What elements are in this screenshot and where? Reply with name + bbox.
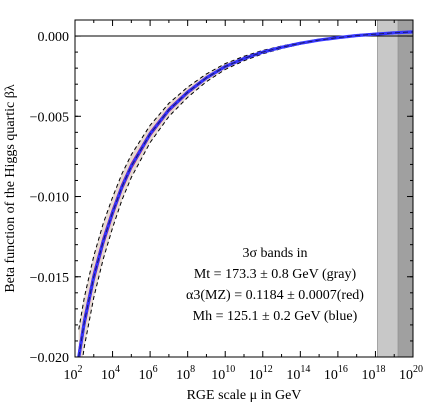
x-tick-label: 1018: [361, 364, 385, 383]
x-tick-base: 10: [286, 368, 300, 383]
x-tick-exponent: 14: [300, 364, 310, 375]
x-axis-label: RGE scale μ in GeV: [187, 388, 302, 403]
x-tick-base: 10: [211, 368, 225, 383]
x-tick-exponent: 2: [78, 364, 83, 375]
annotation-layer: 3σ bands in Mt = 173.3 ± 0.8 GeV (gray) α3…: [186, 246, 364, 324]
annotation-line-4: Mh = 125.1 ± 0.2 GeV (blue): [193, 309, 358, 324]
y-tick-label: −0.015: [30, 271, 69, 286]
x-tick-exponent: 18: [375, 364, 385, 375]
uncertainty-bands-layer: [78, 31, 413, 357]
x-tick-base: 10: [324, 368, 338, 383]
y-tick-label: −0.020: [30, 351, 69, 366]
x-tick-label: 1014: [286, 364, 310, 383]
planck-shading-band-2: [397, 20, 413, 357]
x-tick-label: 104: [101, 364, 120, 383]
y-tick-label: 0.000: [38, 30, 70, 45]
axis-labels-layer: 102 104 106 108 1010 1012 1014 1016 1018 10200.00…: [3, 30, 423, 403]
x-tick-exponent: 8: [190, 364, 195, 375]
y-tick-label: −0.005: [30, 110, 69, 125]
mt-gray-band: [78, 31, 413, 357]
annotation-line-2: Mt = 173.3 ± 0.8 GeV (gray): [194, 267, 357, 282]
annotation-line-1: 3σ bands in: [242, 246, 307, 261]
axis-ticks-layer: [74, 20, 414, 358]
x-tick-base: 10: [139, 368, 153, 383]
x-tick-base: 10: [249, 368, 263, 383]
planck-shading-band-1: [377, 20, 398, 357]
x-tick-exponent: 12: [263, 364, 273, 375]
x-tick-label: 108: [176, 364, 195, 383]
x-tick-exponent: 6: [153, 364, 158, 375]
x-tick-exponent: 20: [413, 364, 423, 375]
x-tick-label: 1012: [249, 364, 273, 383]
x-tick-base: 10: [361, 368, 375, 383]
planck-shading-layer: [377, 20, 413, 357]
x-tick-exponent: 10: [225, 364, 235, 375]
x-tick-exponent: 4: [115, 364, 120, 375]
y-tick-label: −0.010: [30, 191, 69, 206]
x-tick-base: 10: [64, 368, 78, 383]
central-dashed-curve: [78, 31, 413, 357]
x-tick-label: 102: [64, 364, 83, 383]
mt-band-lower-dashed: [82, 32, 413, 357]
annotation-line-3: α3(MZ) = 0.1184 ± 0.0007(red): [186, 288, 364, 303]
x-tick-base: 10: [101, 368, 115, 383]
alphas-band-upper-edge: [77, 30, 413, 352]
x-tick-base: 10: [176, 368, 190, 383]
x-tick-exponent: 16: [338, 364, 348, 375]
x-tick-label: 1016: [324, 364, 348, 383]
x-tick-label: 106: [139, 364, 158, 383]
x-tick-base: 10: [399, 368, 413, 383]
x-tick-label: 1020: [399, 364, 423, 383]
curves-layer: [77, 30, 413, 357]
y-axis-label: Beta function of the Higgs quartic βλ: [3, 84, 18, 293]
x-tick-label: 1010: [211, 364, 235, 383]
